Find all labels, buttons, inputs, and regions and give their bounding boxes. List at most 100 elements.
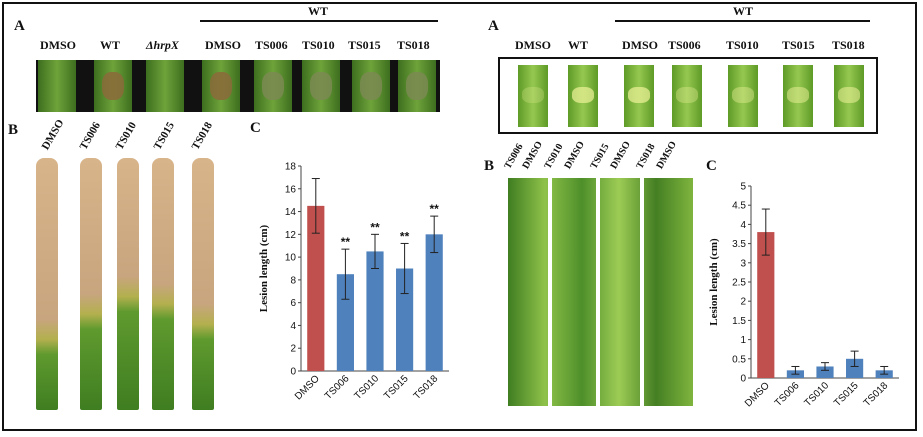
left-a-lesion-spot <box>102 72 124 100</box>
left-a-lesion-spot <box>360 72 382 100</box>
y-tick-label: 18 <box>285 162 297 173</box>
left-wt-line <box>200 20 438 22</box>
left-a-leaf-segment <box>398 60 436 112</box>
right-a-lesion-streak <box>572 87 594 103</box>
right-b-leaf-gap <box>548 178 552 406</box>
left-a-leaf-segment <box>254 60 292 112</box>
y-tick-label: 2.5 <box>732 278 746 289</box>
significance-label: ** <box>430 202 440 216</box>
y-tick-label: 3 <box>740 258 746 269</box>
right-a-lesion-streak <box>787 87 809 103</box>
y-tick-label: 1 <box>740 335 746 346</box>
right-a-lesion-streak <box>628 87 650 103</box>
left-a-leaf-segment <box>352 60 390 112</box>
left-a-col-label: DMSO <box>40 38 76 52</box>
bar <box>366 251 384 371</box>
left-a-col-label: TS010 <box>302 38 335 52</box>
right-a-leaf-segment <box>624 65 654 127</box>
x-tick-label: TS015 <box>832 380 861 409</box>
right-b-leaf-gap <box>640 178 644 406</box>
y-tick-label: 4 <box>740 220 746 231</box>
left-b-leaf <box>36 158 58 410</box>
right-a-leaf-segment <box>728 65 758 127</box>
right-a-lesion-streak <box>676 87 698 103</box>
right-a-leaf-segment <box>672 65 702 127</box>
right-b-leaf-gap <box>596 178 600 406</box>
right-a-leaf-segment <box>568 65 598 127</box>
bar <box>307 205 325 371</box>
y-tick-label: 1.5 <box>732 316 746 327</box>
y-tick-label: 0.5 <box>732 354 746 365</box>
right-a-col-label: DMSO <box>515 38 551 52</box>
right-a-leaf-segment <box>783 65 813 127</box>
left-a-lesion-spot <box>210 72 232 100</box>
bar <box>336 274 354 371</box>
bar <box>425 234 443 371</box>
right-label-a: A <box>488 18 499 34</box>
left-a-col-label: WT <box>100 38 121 52</box>
right-b-leaf-photo <box>508 178 693 406</box>
significance-label: ** <box>400 229 410 243</box>
x-tick-label: TS010 <box>353 373 382 402</box>
bar <box>816 366 834 378</box>
y-tick-label: 0 <box>740 374 746 385</box>
right-wt-line <box>615 20 870 22</box>
right-a-col-label: DMSO <box>622 38 658 52</box>
y-axis-label: Lesion length (cm) <box>708 238 720 326</box>
right-label-b: B <box>484 158 495 174</box>
left-a-lesion-spot <box>406 72 428 100</box>
y-tick-label: 2 <box>740 297 746 308</box>
y-tick-label: 12 <box>285 230 297 241</box>
significance-label: ** <box>341 235 351 249</box>
x-tick-label: DMSO <box>293 373 322 402</box>
left-a-leaf-segment <box>146 60 184 112</box>
right-label-c: C <box>706 158 717 174</box>
right-a-lesion-streak <box>732 87 754 103</box>
left-label-c: C <box>250 120 261 136</box>
bar <box>396 268 414 371</box>
y-tick-label: 16 <box>285 184 297 195</box>
x-tick-label: DMSO <box>743 380 772 409</box>
bar <box>846 358 864 378</box>
y-tick-label: 14 <box>285 207 297 218</box>
x-tick-label: TS006 <box>323 373 352 402</box>
significance-label: ** <box>370 220 380 234</box>
y-tick-label: 10 <box>285 253 297 264</box>
y-tick-label: 5 <box>740 182 746 193</box>
left-a-leaf-segment <box>202 60 240 112</box>
left-b-leaf <box>152 158 174 410</box>
left-label-b: B <box>8 122 19 138</box>
y-tick-label: 8 <box>290 275 296 286</box>
y-tick-label: 4.5 <box>732 201 746 212</box>
left-detached-leaf-strip <box>36 60 440 112</box>
y-tick-label: 2 <box>290 344 296 355</box>
left-wt-header: WT <box>308 4 329 18</box>
left-b-leaf <box>117 158 139 410</box>
left-a-col-label: ΔhrpX <box>146 38 179 52</box>
y-tick-label: 4 <box>290 321 296 332</box>
left-a-col-label: DMSO <box>205 38 241 52</box>
right-a-col-label: TS006 <box>668 38 701 52</box>
x-tick-label: TS015 <box>382 373 411 402</box>
left-label-a: A <box>14 18 25 34</box>
left-a-col-label: TS006 <box>255 38 288 52</box>
right-lesion-chart: 0 0.5 1 1.5 2 2.5 3 3.5 4 4.5 5 Lesion length (cm) D… <box>708 182 899 409</box>
x-tick-label: TS018 <box>862 380 891 409</box>
left-a-lesion-spot <box>310 72 332 100</box>
right-a-leaf-segment <box>834 65 864 127</box>
left-a-leaf-segment <box>94 60 132 112</box>
y-tick-label: 6 <box>290 298 296 309</box>
x-tick-label: TS006 <box>773 380 802 409</box>
left-b-leaf <box>80 158 102 410</box>
y-tick-label: 3.5 <box>732 239 746 250</box>
right-a-col-label: TS018 <box>832 38 865 52</box>
right-wt-header: WT <box>733 4 754 18</box>
x-tick-label: TS018 <box>412 373 441 402</box>
left-a-leaf-segment <box>302 60 340 112</box>
left-a-col-label: TS018 <box>397 38 430 52</box>
right-a-col-label: TS015 <box>782 38 815 52</box>
left-lesion-chart: 0 2 4 6 8 10 12 14 16 18 Lesion length (cm) DMSO ** T… <box>258 162 449 402</box>
y-tick-label: 0 <box>290 367 296 378</box>
x-tick-label: TS010 <box>803 380 832 409</box>
right-a-col-label: WT <box>568 38 589 52</box>
